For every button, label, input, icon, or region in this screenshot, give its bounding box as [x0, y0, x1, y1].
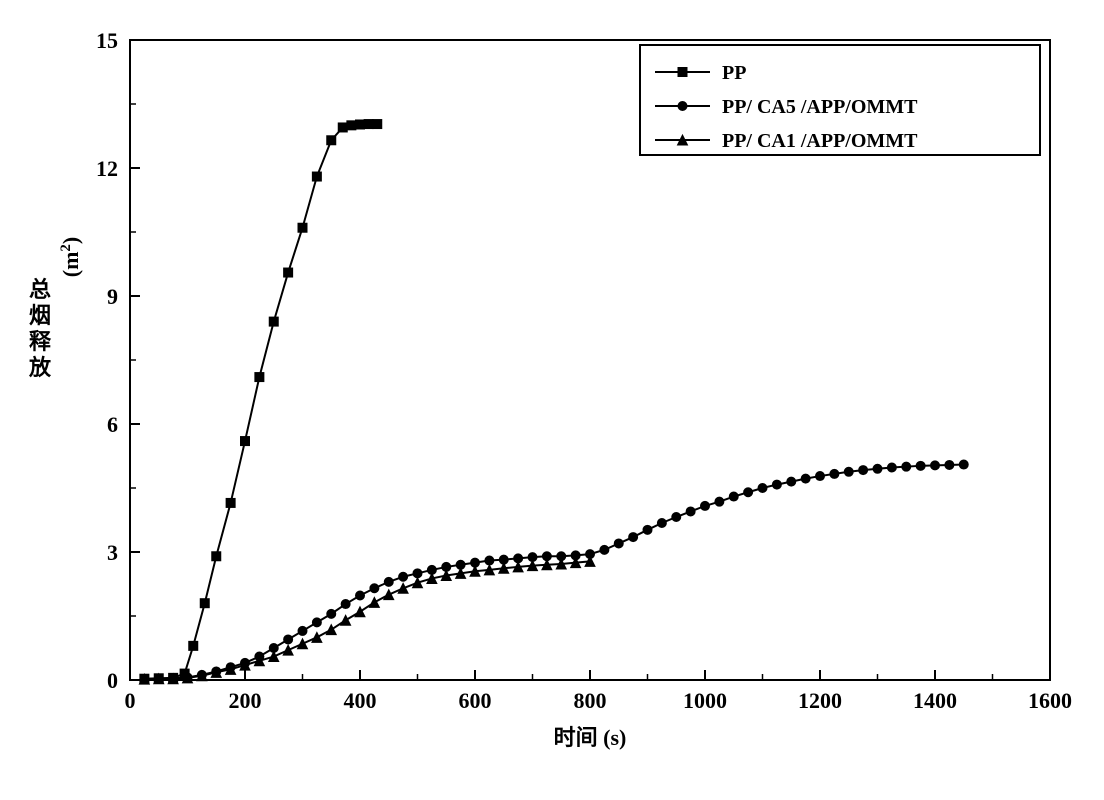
- svg-text:0: 0: [107, 668, 118, 693]
- svg-text:200: 200: [229, 688, 262, 713]
- svg-text:800: 800: [574, 688, 607, 713]
- svg-text:0: 0: [125, 688, 136, 713]
- svg-text:400: 400: [344, 688, 377, 713]
- svg-text:6: 6: [107, 412, 118, 437]
- svg-text:(m2): (m2): [58, 237, 83, 277]
- svg-text:1600: 1600: [1028, 688, 1072, 713]
- svg-text:时间 (s): 时间 (s): [554, 725, 627, 750]
- svg-text:PP/ CA5 /APP/OMMT: PP/ CA5 /APP/OMMT: [722, 96, 918, 118]
- svg-text:3: 3: [107, 540, 118, 565]
- svg-text:12: 12: [96, 156, 118, 181]
- svg-text:放: 放: [28, 355, 52, 380]
- svg-text:9: 9: [107, 284, 118, 309]
- svg-text:1400: 1400: [913, 688, 957, 713]
- svg-text:15: 15: [96, 28, 118, 53]
- svg-text:总: 总: [29, 277, 51, 302]
- svg-text:1000: 1000: [683, 688, 727, 713]
- chart-container: 0 200 400 600 800 1000 1200 1400 1600 0 3 6 9 12 15 时间 …: [0, 0, 1104, 800]
- svg-text:PP/ CA1 /APP/OMMT: PP/ CA1 /APP/OMMT: [722, 130, 918, 152]
- svg-text:600: 600: [459, 688, 492, 713]
- svg-text:1200: 1200: [798, 688, 842, 713]
- svg-text:释: 释: [29, 329, 52, 354]
- svg-text:PP: PP: [722, 62, 746, 84]
- chart-svg: 0 200 400 600 800 1000 1200 1400 1600 0 3 6 9 12 15 时间 …: [0, 0, 1104, 800]
- svg-text:烟: 烟: [29, 303, 51, 328]
